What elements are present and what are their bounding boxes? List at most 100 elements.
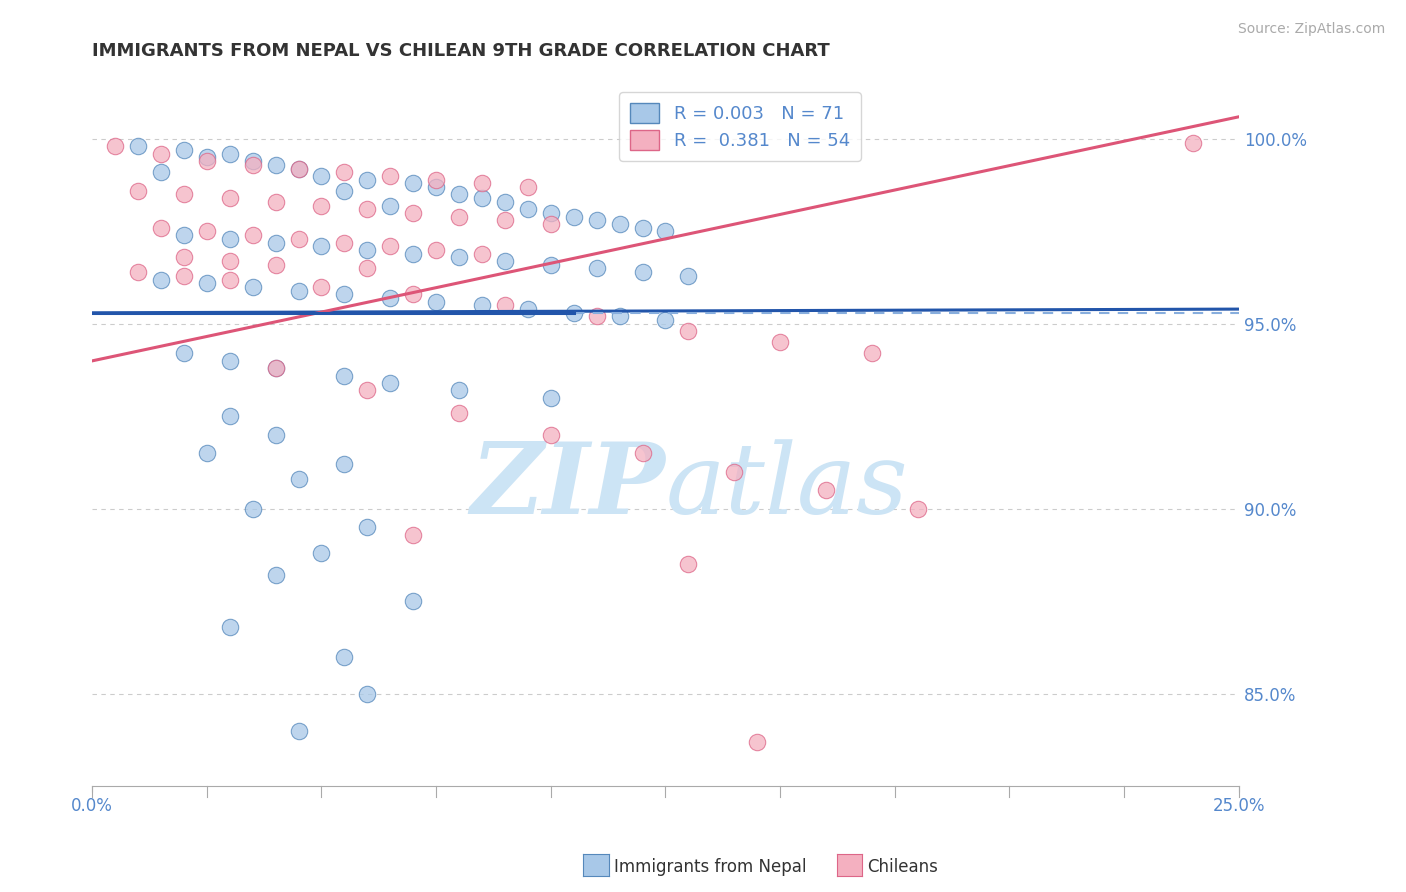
Point [723,465,745,479]
Point [242,228,264,243]
Point [311,239,333,253]
Point [516,180,538,194]
Point [287,232,309,246]
Point [264,235,287,250]
Point [562,306,585,320]
Point [380,239,402,253]
Point [516,302,538,317]
Point [425,180,447,194]
Point [333,165,356,179]
Point [860,346,883,360]
Point [814,483,837,498]
Point [218,620,240,634]
Point [449,406,471,420]
Point [149,165,172,179]
Legend: R = 0.003   N = 71, R =  0.381   N = 54: R = 0.003 N = 71, R = 0.381 N = 54 [620,92,860,161]
Point [516,202,538,217]
Point [311,198,333,212]
Point [631,446,654,460]
Point [195,446,218,460]
Point [471,298,494,312]
Point [127,265,149,279]
Point [264,194,287,209]
Point [218,191,240,205]
Point [585,261,607,276]
Point [173,228,195,243]
Point [104,139,127,153]
Point [540,206,562,220]
Point [585,213,607,227]
Point [287,472,309,486]
Point [127,139,149,153]
Point [311,280,333,294]
Point [356,172,378,186]
Point [264,427,287,442]
Point [311,169,333,183]
Point [356,261,378,276]
Point [380,376,402,390]
Point [449,187,471,202]
Point [287,284,309,298]
Point [585,310,607,324]
Point [631,265,654,279]
Point [540,391,562,405]
Point [173,268,195,283]
Point [425,243,447,257]
Point [264,158,287,172]
Point [195,224,218,238]
Point [264,361,287,376]
Point [402,287,425,301]
Point [747,735,769,749]
Point [333,287,356,301]
Point [287,161,309,176]
Point [242,280,264,294]
Point [127,184,149,198]
Text: Chileans: Chileans [868,858,938,876]
Point [494,194,516,209]
Point [380,169,402,183]
Point [449,384,471,398]
Point [218,409,240,424]
Point [380,198,402,212]
Point [356,202,378,217]
Point [769,335,792,350]
Point [402,246,425,260]
Point [907,501,929,516]
Point [287,161,309,176]
Point [356,687,378,701]
Point [333,235,356,250]
Point [540,427,562,442]
Point [333,368,356,383]
Point [242,154,264,169]
Point [356,384,378,398]
Text: Immigrants from Nepal: Immigrants from Nepal [614,858,807,876]
Point [449,210,471,224]
Point [333,649,356,664]
Point [242,501,264,516]
Text: IMMIGRANTS FROM NEPAL VS CHILEAN 9TH GRADE CORRELATION CHART: IMMIGRANTS FROM NEPAL VS CHILEAN 9TH GRA… [93,42,830,60]
Point [311,546,333,560]
Point [609,310,631,324]
Point [654,313,676,327]
Text: atlas: atlas [665,439,908,534]
Point [218,272,240,286]
Point [609,217,631,231]
Point [471,191,494,205]
Point [678,324,700,338]
Point [149,272,172,286]
Point [425,172,447,186]
Point [264,258,287,272]
Point [540,217,562,231]
Text: ZIP: ZIP [471,438,665,534]
Point [333,184,356,198]
Text: Source: ZipAtlas.com: Source: ZipAtlas.com [1237,22,1385,37]
Point [264,568,287,582]
Point [195,154,218,169]
Point [380,291,402,305]
Point [540,258,562,272]
Point [242,158,264,172]
Point [654,224,676,238]
Point [494,254,516,268]
Point [402,594,425,608]
Point [425,294,447,309]
